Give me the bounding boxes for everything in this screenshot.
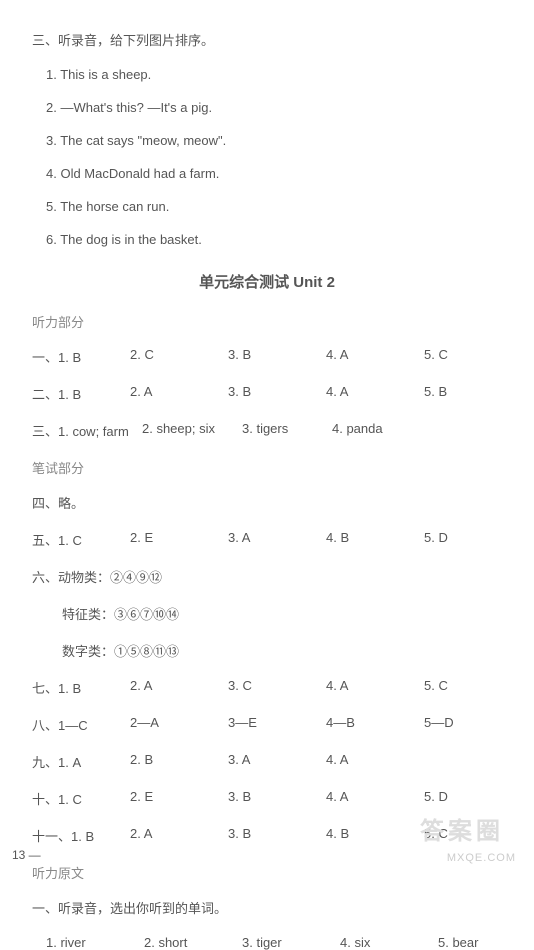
- section3-item: 4. Old MacDonald had a farm.: [46, 166, 502, 181]
- answer-cell: 三、1. cow; farm: [32, 421, 142, 440]
- answer-cell: 4. B: [326, 530, 424, 549]
- answer-cell: 2. B: [130, 752, 228, 771]
- answer-cell: 3. B: [228, 826, 326, 845]
- answer-cell: 5. D: [424, 530, 522, 549]
- answer-cell: 4. A: [326, 678, 424, 697]
- q6-numbers: 数字类：①⑤⑧⑪⑬: [62, 641, 502, 660]
- answer-cell: 5. B: [424, 384, 522, 403]
- answer-cell: 4. B: [326, 826, 424, 845]
- section3-item: 1. This is a sheep.: [46, 67, 502, 82]
- q6-animals: 六、动物类：②④⑨⑫: [32, 567, 502, 586]
- answer-cell: 5. D: [424, 789, 522, 808]
- listening-label: 听力部分: [32, 312, 502, 331]
- unit-title: 单元综合测试 Unit 2: [32, 271, 502, 292]
- answer-cell: 3. A: [228, 752, 326, 771]
- answer-cell: 2—A: [130, 715, 228, 734]
- answer-row-3: 三、1. cow; farm 2. sheep; six 3. tigers 4…: [32, 421, 502, 440]
- answer-cell: 2. short: [144, 935, 242, 950]
- section3-item: 2. —What's this? —It's a pig.: [46, 100, 502, 115]
- answer-cell: 3. B: [228, 347, 326, 366]
- answer-row-8: 八、1—C 2—A 3—E 4—B 5—D: [32, 715, 502, 734]
- answer-cell: 4. A: [326, 752, 424, 771]
- answer-cell: 七、1. B: [32, 678, 130, 697]
- answer-row-1: 一、1. B 2. C 3. B 4. A 5. C: [32, 347, 502, 366]
- answer-cell: 2. E: [130, 530, 228, 549]
- answer-cell: 3. B: [228, 384, 326, 403]
- answer-row-2: 二、1. B 2. A 3. B 4. A 5. B: [32, 384, 502, 403]
- answer-cell: 2. A: [130, 384, 228, 403]
- written-label: 笔试部分: [32, 458, 502, 477]
- page-number: 13 —: [12, 848, 41, 862]
- q4-text: 四、略。: [32, 493, 502, 512]
- watermark-cn: 答案圈: [420, 811, 504, 846]
- answer-cell: 二、1. B: [32, 384, 130, 403]
- answer-cell: 5. C: [424, 347, 522, 366]
- answer-cell: 5. C: [424, 678, 522, 697]
- watermark-url: MXQE.COM: [447, 852, 516, 864]
- q6-traits: 特征类：③⑥⑦⑩⑭: [62, 604, 502, 623]
- section3-heading: 三、听录音，给下列图片排序。: [32, 30, 502, 49]
- answer-cell: 2. sheep; six: [142, 421, 242, 440]
- audio-words-row: 1. river 2. short 3. tiger 4. six 5. bea…: [46, 935, 502, 950]
- answer-cell: 2. C: [130, 347, 228, 366]
- answer-cell: 3. C: [228, 678, 326, 697]
- section3-item: 3. The cat says "meow, meow".: [46, 133, 502, 148]
- answer-cell: 2. A: [130, 826, 228, 845]
- answer-cell: 3. tiger: [242, 935, 340, 950]
- answer-cell: 八、1—C: [32, 715, 130, 734]
- answer-cell: 3—E: [228, 715, 326, 734]
- section3-item: 5. The horse can run.: [46, 199, 502, 214]
- answer-cell: 十、1. C: [32, 789, 130, 808]
- answer-cell: 一、1. B: [32, 347, 130, 366]
- answer-cell: 5. bear: [438, 935, 534, 950]
- answer-cell: 五、1. C: [32, 530, 130, 549]
- answer-cell: 十一、1. B: [32, 826, 130, 845]
- answer-cell: 3. A: [228, 530, 326, 549]
- answer-cell: 5—D: [424, 715, 522, 734]
- answer-cell: 2. A: [130, 678, 228, 697]
- answer-row-5: 五、1. C 2. E 3. A 4. B 5. D: [32, 530, 502, 549]
- answer-cell: 4. A: [326, 384, 424, 403]
- answer-cell: 4. A: [326, 789, 424, 808]
- answer-cell: 九、1. A: [32, 752, 130, 771]
- section3-item: 6. The dog is in the basket.: [46, 232, 502, 247]
- answer-cell: 4. panda: [332, 421, 422, 440]
- answer-cell: 4. six: [340, 935, 438, 950]
- answer-cell: 3. tigers: [242, 421, 332, 440]
- audio-section1-heading: 一、听录音，选出你听到的单词。: [32, 898, 502, 917]
- answer-row-10: 十、1. C 2. E 3. B 4. A 5. D: [32, 789, 502, 808]
- answer-cell: 1. river: [46, 935, 144, 950]
- answer-row-9: 九、1. A 2. B 3. A 4. A: [32, 752, 502, 771]
- answer-cell: 4—B: [326, 715, 424, 734]
- audio-label: 听力原文: [32, 863, 502, 882]
- answer-cell: 3. B: [228, 789, 326, 808]
- answer-row-7: 七、1. B 2. A 3. C 4. A 5. C: [32, 678, 502, 697]
- answer-cell: 2. E: [130, 789, 228, 808]
- answer-cell: 4. A: [326, 347, 424, 366]
